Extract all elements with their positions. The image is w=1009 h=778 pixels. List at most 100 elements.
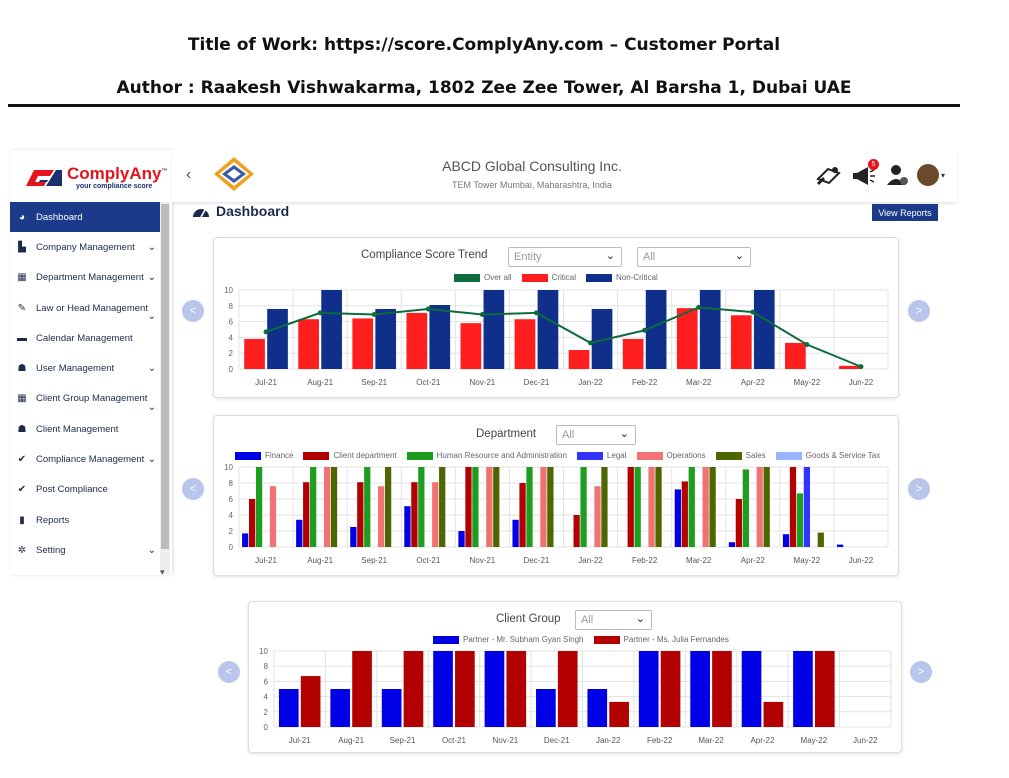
bar-partner-mr-subham-gyan-singh-may-22[interactable] <box>793 651 813 727</box>
bar-non-critical-oct-21[interactable] <box>429 305 451 369</box>
bar-partner-ms-julia-fernandes-sep-21[interactable] <box>403 651 424 727</box>
point-jun-22[interactable] <box>858 364 864 370</box>
bar-human-resource-and-administration-jan-22[interactable] <box>580 467 587 547</box>
bar-partner-ms-julia-fernandes-nov-21[interactable] <box>506 651 527 727</box>
sidebar-item-setting[interactable]: ✲ Setting ⌄ <box>10 535 160 565</box>
bar-finance-dec-21[interactable] <box>512 519 519 547</box>
legend-item[interactable]: Non-Critical <box>586 273 658 282</box>
bar-partner-mr-subham-gyan-singh-mar-22[interactable] <box>690 651 710 727</box>
bar-partner-ms-julia-fernandes-dec-21[interactable] <box>557 651 578 727</box>
chevron-down-icon[interactable]: ⌄ <box>147 241 156 253</box>
bar-legal-may-22[interactable] <box>803 467 811 547</box>
bar-finance-jun-22[interactable] <box>836 544 844 547</box>
bar-human-resource-and-administration-apr-22[interactable] <box>742 469 749 547</box>
bar-partner-mr-subham-gyan-singh-jul-21[interactable] <box>278 689 299 727</box>
chevron-down-icon[interactable]: ⌄ <box>147 454 156 466</box>
bar-critical-jun-22[interactable] <box>839 365 860 369</box>
bar-finance-oct-21[interactable] <box>404 506 411 547</box>
legend-item[interactable]: Partner - Mr. Subham Gyan Singh <box>433 635 584 644</box>
user-avatar[interactable]: ▾ <box>917 162 945 188</box>
bar-partner-ms-julia-fernandes-aug-21[interactable] <box>352 651 372 727</box>
bar-client-department-nov-21[interactable] <box>465 467 472 547</box>
bar-client-department-aug-21[interactable] <box>303 482 310 547</box>
bar-human-resource-and-administration-feb-22[interactable] <box>634 467 641 547</box>
chevron-down-icon[interactable]: ⌄ <box>147 272 156 284</box>
department-filter-select[interactable]: All ⌄ <box>556 425 636 445</box>
bar-non-critical-jan-22[interactable] <box>591 308 613 369</box>
bar-operations-oct-21[interactable] <box>432 482 439 547</box>
chevron-down-icon[interactable]: ⌄ <box>147 401 156 413</box>
bar-human-resource-and-administration-oct-21[interactable] <box>418 467 425 547</box>
point-jan-22[interactable] <box>588 340 594 346</box>
sidebar-item-dashboard[interactable]: ◕ Dashboard <box>10 202 160 233</box>
entity-select[interactable]: Entity ⌄ <box>508 247 622 267</box>
sidebar-item-law-or-head-management[interactable]: ✎ Law or Head Management ⌄ <box>10 293 160 323</box>
bar-partner-ms-julia-fernandes-may-22[interactable] <box>814 651 835 727</box>
bar-critical-sep-21[interactable] <box>352 318 374 369</box>
bar-sales-mar-22[interactable] <box>709 467 716 547</box>
bar-human-resource-and-administration-aug-21[interactable] <box>310 467 317 547</box>
point-apr-22[interactable] <box>750 309 756 315</box>
point-nov-21[interactable] <box>479 311 485 317</box>
bar-non-critical-jul-21[interactable] <box>267 308 288 369</box>
bar-operations-jul-21[interactable] <box>269 486 277 547</box>
sidebar-item-client-management[interactable]: ☗ Client Management <box>10 414 160 444</box>
bar-client-department-sep-21[interactable] <box>357 482 364 547</box>
client-group-filter-select[interactable]: All ⌄ <box>575 610 652 630</box>
sidebar-item-user-management[interactable]: ☗ User Management ⌄ <box>10 353 160 383</box>
megaphone-icon[interactable]: 5 <box>849 159 879 188</box>
sidebar-item-post-compliance[interactable]: ✔ Post Compliance <box>10 475 160 505</box>
bar-finance-may-22[interactable] <box>782 534 790 547</box>
chevron-down-icon[interactable]: ⌄ <box>147 310 156 322</box>
bar-partner-ms-julia-fernandes-jul-21[interactable] <box>300 676 321 727</box>
bar-partner-ms-julia-fernandes-oct-21[interactable] <box>455 651 475 727</box>
certificate-hand-icon[interactable] <box>815 162 843 188</box>
sidebar-item-department-management[interactable]: ▦ Department Management ⌄ <box>10 263 160 293</box>
bar-operations-feb-22[interactable] <box>648 467 655 547</box>
legend-item[interactable]: Client department <box>303 451 397 460</box>
legend-item[interactable]: Operations <box>636 451 706 460</box>
legend-item[interactable]: Legal <box>576 451 627 460</box>
bar-partner-mr-subham-gyan-singh-oct-21[interactable] <box>433 651 453 727</box>
bar-human-resource-and-administration-mar-22[interactable] <box>688 467 695 547</box>
bar-partner-ms-julia-fernandes-feb-22[interactable] <box>660 651 681 727</box>
bar-sales-nov-21[interactable] <box>493 467 500 547</box>
bar-critical-feb-22[interactable] <box>622 338 644 369</box>
bar-non-critical-feb-22[interactable] <box>645 290 667 369</box>
bar-client-department-may-22[interactable] <box>789 467 797 547</box>
bar-partner-mr-subham-gyan-singh-nov-21[interactable] <box>484 651 505 727</box>
view-reports-button[interactable]: View Reports <box>872 204 938 221</box>
bar-non-critical-aug-21[interactable] <box>321 290 342 369</box>
bar-critical-jan-22[interactable] <box>568 350 590 369</box>
sidebar-item-reports[interactable]: ▮ Reports <box>10 505 160 535</box>
legend-item[interactable]: Goods & Service Tax <box>775 451 880 460</box>
bar-client-department-jul-21[interactable] <box>249 499 256 547</box>
next-chart-button[interactable]: > <box>908 478 930 500</box>
point-feb-22[interactable] <box>642 327 648 333</box>
point-jul-21[interactable] <box>263 329 269 335</box>
bar-sales-sep-21[interactable] <box>384 467 392 547</box>
legend-item[interactable]: Sales <box>715 451 766 460</box>
bar-human-resource-and-administration-nov-21[interactable] <box>472 467 479 547</box>
bar-sales-feb-22[interactable] <box>655 467 662 547</box>
prev-chart-button[interactable]: < <box>182 478 204 500</box>
bar-sales-apr-22[interactable] <box>763 467 770 547</box>
bar-critical-dec-21[interactable] <box>514 319 536 369</box>
bar-critical-may-22[interactable] <box>785 342 806 369</box>
bar-critical-jul-21[interactable] <box>244 338 265 369</box>
legend-item[interactable]: Finance <box>235 451 293 460</box>
sidebar-scrollbar[interactable]: ▾ <box>160 202 170 577</box>
bar-finance-nov-21[interactable] <box>458 531 465 547</box>
bar-partner-ms-julia-fernandes-mar-22[interactable] <box>712 651 732 727</box>
next-chart-button[interactable]: > <box>908 300 930 322</box>
bar-human-resource-and-administration-may-22[interactable] <box>796 493 804 547</box>
sidebar-item-compliance-management[interactable]: ✔ Compliance Management ⌄ <box>10 444 160 474</box>
scroll-down-icon[interactable]: ▾ <box>160 567 165 577</box>
bar-partner-mr-subham-gyan-singh-feb-22[interactable] <box>638 651 659 727</box>
bar-non-critical-sep-21[interactable] <box>375 308 397 369</box>
bar-sales-aug-21[interactable] <box>330 467 338 547</box>
legend-item[interactable]: Critical <box>521 273 576 282</box>
bar-client-department-jan-22[interactable] <box>573 515 580 547</box>
sidebar-item-company-management[interactable]: ▙ Company Management ⌄ <box>10 232 160 262</box>
bar-operations-nov-21[interactable] <box>486 467 493 547</box>
